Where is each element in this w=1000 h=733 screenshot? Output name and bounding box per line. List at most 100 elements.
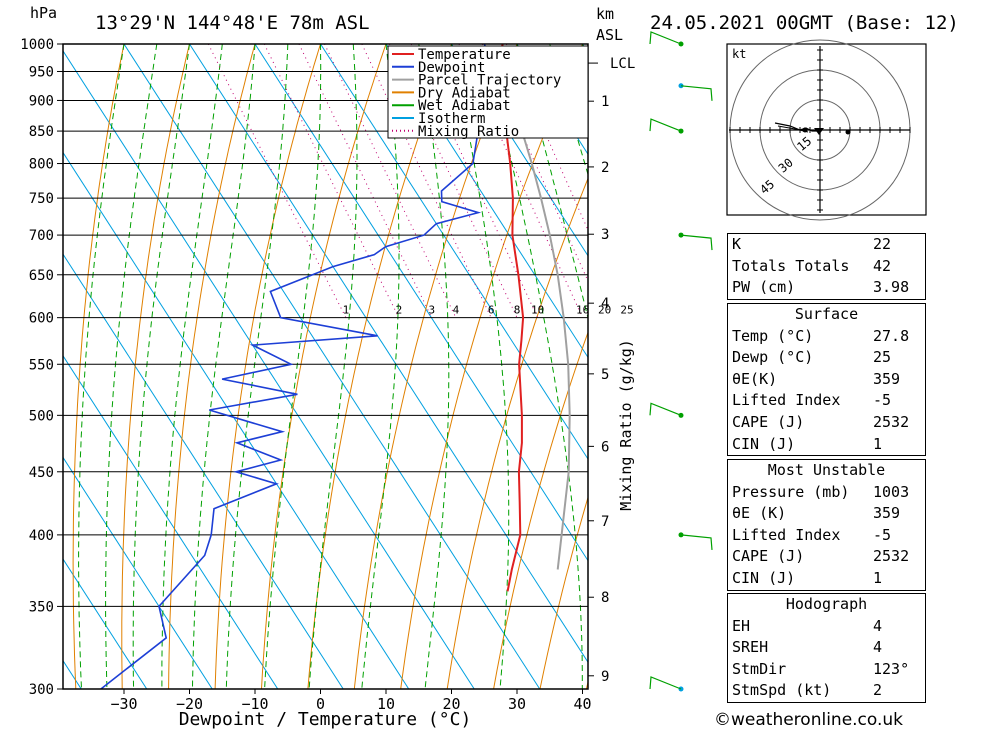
temperature-tick-label: 30: [508, 695, 526, 713]
surface-row: θE(K) 359: [728, 369, 925, 391]
mixing-ratio-label: 20: [598, 304, 611, 317]
pressure-tick-label: 350: [29, 599, 54, 615]
index-label: PW (cm): [732, 278, 796, 297]
temperature-tick-label: 40: [573, 695, 591, 713]
mixing-ratio-label: 2: [396, 304, 403, 317]
mixing-ratio-label: 8: [514, 304, 521, 317]
wet-adiabat-line: [516, 44, 588, 321]
hpa-axis-title: hPa: [30, 4, 57, 22]
pressure-tick-label: 850: [29, 124, 54, 140]
pressure-axis: 300 350 400 450 500 550 600 650 700 750 800 850 900 9…: [20, 37, 63, 698]
credit-link[interactable]: ©weatheronline.co.uk: [714, 710, 904, 730]
hodograph-label: StmSpd (kt): [732, 681, 832, 700]
dry-adiabat-line: [307, 44, 452, 689]
profiles: [100, 44, 571, 689]
surface-label: CAPE (J): [732, 412, 805, 431]
altitude-tick-label: 2: [601, 160, 609, 176]
most-unstable-value: 2532: [873, 547, 910, 566]
altitude-tick-label: 3: [601, 227, 609, 243]
surface-label: Lifted Index: [732, 391, 841, 410]
wind-barb: [649, 402, 682, 416]
surface-value: 27.8: [873, 326, 910, 345]
date-title: 24.05.2021 00GMT (Base: 12): [650, 12, 959, 34]
index-row: K 22: [728, 234, 925, 256]
altitude-axis: 1 2 3 4 5 6 7 8 9 LCL: [588, 56, 635, 685]
most-unstable-label: CIN (J): [732, 568, 796, 587]
isotherm-line: [123, 44, 541, 689]
mixing-ratio-label: 16: [576, 304, 589, 317]
wet-adiabat-line: [451, 44, 510, 689]
hodograph-row: EH 4: [728, 616, 925, 638]
altitude-tick-label: 4: [601, 296, 609, 312]
pressure-tick-label: 500: [29, 408, 54, 424]
dry-adiabat-line: [121, 44, 190, 689]
temperature-tick-label: 10: [377, 695, 395, 713]
index-row: Totals Totals 42: [728, 256, 925, 278]
wind-barb: [680, 85, 713, 101]
wet-adiabat-line: [132, 44, 190, 689]
hodograph-label: SREH: [732, 638, 769, 657]
mixing-ratio-line: [324, 44, 457, 318]
most-unstable-row: θE (K) 359: [728, 503, 925, 525]
most-unstable-row: Lifted Index -5: [728, 525, 925, 547]
hodograph-title: Hodograph: [785, 595, 868, 613]
plot-frame: [62, 43, 589, 690]
legend-label: Mixing Ratio: [418, 124, 519, 140]
asl-axis-title: ASL: [596, 26, 623, 44]
most-unstable-value: 1: [873, 568, 883, 587]
hodograph-point: [845, 129, 851, 135]
indices-panel: K 22 Totals Totals 42 PW (cm) 3.98: [727, 233, 926, 300]
wet-adiabat-line: [105, 44, 158, 689]
index-value: 3.98: [873, 278, 910, 297]
legend-label: Temperature: [418, 47, 511, 63]
isotherm-line: [63, 558, 148, 689]
legend-label: Isotherm: [418, 111, 485, 127]
dry-adiabat-line: [539, 495, 588, 689]
isotherm-line: [320, 44, 588, 460]
pressure-tick-label: 1000: [20, 37, 54, 53]
surface-label: θE(K): [732, 369, 778, 388]
mixing-ratio-axis-label: Mixing Ratio (g/kg): [617, 339, 635, 511]
isotherm-line: [516, 44, 588, 156]
pressure-tick-label: 800: [29, 157, 54, 173]
surface-row: Dewp (°C) 25: [728, 347, 925, 369]
most-unstable-value: 359: [873, 504, 901, 523]
most-unstable-label: θE (K): [732, 504, 787, 523]
altitude-tick-label: 6: [601, 439, 609, 455]
hodograph-point: [802, 127, 808, 133]
wet-adiabat-line: [418, 44, 450, 689]
isobars: [63, 43, 588, 690]
altitude-tick-label: 9: [601, 669, 609, 685]
mixing-ratio-label: 4: [453, 304, 460, 317]
location-title: 13°29'N 144°48'E 78m ASL: [95, 12, 370, 34]
surface-row: Lifted Index -5: [728, 390, 925, 412]
legend-label: Parcel Trajectory: [418, 73, 561, 89]
most-unstable-panel: Most Unstable Pressure (mb) 1003 θE (K) 35…: [727, 459, 926, 591]
pressure-tick-label: 750: [29, 191, 54, 207]
hodograph-row: StmDir 123°: [728, 659, 925, 681]
index-value: 22: [873, 235, 892, 253]
altitude-tick-label: 5: [601, 367, 609, 383]
surface-value: 2532: [873, 412, 910, 431]
wind-barb: [649, 676, 682, 690]
hodograph-unit-label: kt: [732, 47, 746, 61]
pressure-tick-label: 650: [29, 268, 54, 284]
mixing-ratio-label: 6: [488, 304, 495, 317]
pressure-tick-label: 700: [29, 228, 54, 244]
most-unstable-label: Lifted Index: [732, 525, 841, 544]
most-unstable-label: Pressure (mb): [732, 482, 850, 501]
wet-adiabat-line: [308, 44, 358, 689]
wind-level-dot: [678, 412, 684, 418]
dry-adiabat-line: [958, 44, 1000, 689]
pressure-tick-label: 450: [29, 465, 54, 481]
dry-adiabat-line: [493, 331, 588, 689]
surface-label: Temp (°C): [732, 326, 814, 345]
index-row: PW (cm) 3.98: [728, 277, 925, 299]
hodograph-value: 4: [873, 616, 883, 635]
mixing-ratio-labels: 1 2 3 4 6 8 10 16 20 25: [343, 304, 634, 317]
wet-adiabat-line: [78, 44, 125, 689]
dry-adiabat-line: [72, 44, 125, 689]
hodograph-row: StmSpd (kt) 2: [728, 680, 925, 702]
